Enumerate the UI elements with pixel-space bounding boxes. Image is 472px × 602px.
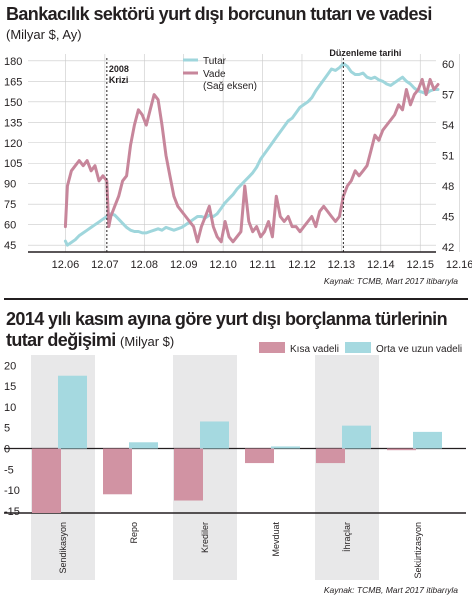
chart2-axis: 20 15 10 5 0 -5 -10 -15 xyxy=(4,360,466,518)
chart1-x-axis: 12.06 12.07 12.08 12.09 12.10 12.11 12.12 12.13… xyxy=(28,251,472,271)
y-tick-label: -10 xyxy=(4,485,20,497)
chart2-bar-chart: 20 15 10 5 0 -5 -10 -15 Sendikasyon Repo Krediler… xyxy=(4,342,466,580)
y-right-tick-label: 57 xyxy=(442,90,454,102)
chart1-source: Kaynak: TCMB, Mart 2017 itibarıyla xyxy=(323,276,458,286)
y-left-tick-label: 45 xyxy=(4,240,16,252)
category-label: Mevduat xyxy=(271,522,281,557)
chart1-left-axis: 45 60 75 90 105 120 135 150 165 180 xyxy=(4,56,22,252)
y-left-tick-label: 105 xyxy=(4,158,22,170)
y-right-tick-label: 42 xyxy=(442,242,454,254)
x-tick-label: 12.16 xyxy=(446,259,472,271)
bar-kisa-4 xyxy=(316,448,345,464)
bar-kisa-5 xyxy=(387,448,416,451)
x-tick-label: 12.08 xyxy=(131,259,159,271)
y-left-tick-label: 120 xyxy=(4,138,22,150)
y-tick-label: 0 xyxy=(4,444,10,456)
bar-kisa-2 xyxy=(174,448,203,501)
bar-orta-0 xyxy=(58,375,87,449)
series-line-tutar xyxy=(63,62,440,247)
category-band xyxy=(315,355,379,580)
y-tick-label: 10 xyxy=(4,402,16,414)
y-tick-label: -15 xyxy=(4,506,20,518)
bar-orta-2 xyxy=(200,421,229,449)
chart1-legend: Tutar Vade(Sağ eksen) xyxy=(183,56,257,92)
x-tick-label: 12.07 xyxy=(91,259,119,271)
bar-orta-5 xyxy=(413,431,442,449)
category-label: Krediler xyxy=(200,522,210,553)
chart1-series-lines xyxy=(63,62,440,247)
y-right-tick-label: 48 xyxy=(442,181,454,193)
chart2-bars xyxy=(32,375,442,513)
chart1-line-chart: 45 60 75 90 105 120 135 150 165 180 42 45 48 51 54 57 6… xyxy=(4,48,472,271)
x-tick-label: 12.15 xyxy=(406,259,434,271)
chart2-unit: (Milyar $) xyxy=(120,334,175,349)
category-label: Sendikasyon xyxy=(58,522,68,574)
chart1-title: Bankacılık sektörü yurt dışı borcunun tu… xyxy=(6,4,432,24)
y-left-tick-label: 135 xyxy=(4,117,22,129)
bar-orta-3 xyxy=(271,446,300,449)
y-left-tick-label: 165 xyxy=(4,76,22,88)
y-left-tick-label: 180 xyxy=(4,56,22,68)
bar-kisa-0 xyxy=(32,448,61,513)
x-tick-label: 12.12 xyxy=(288,259,316,271)
chart2-title-text: tutar değişimi xyxy=(6,330,116,350)
y-left-tick-label: 90 xyxy=(4,179,16,191)
y-left-tick-label: 150 xyxy=(4,97,22,109)
legend-vade-axis-note: (Sağ eksen) xyxy=(203,81,257,92)
category-label: Repo xyxy=(129,522,139,544)
bar-kisa-3 xyxy=(245,448,274,464)
chart2-legend: Kısa vadeli Orta ve uzun vadeli xyxy=(259,342,462,355)
crisis-year-label: 2008 xyxy=(109,64,129,74)
x-tick-label: 12.11 xyxy=(249,259,276,271)
section-divider xyxy=(4,298,468,300)
regulation-date-label: Düzenleme tarihi xyxy=(329,48,401,58)
y-right-tick-label: 54 xyxy=(442,120,454,132)
series-line-vade xyxy=(63,77,440,244)
bar-orta-1 xyxy=(129,442,158,449)
crisis-label: Krizi xyxy=(109,75,129,85)
chart1-right-axis: 42 45 48 51 54 57 60 xyxy=(442,59,454,254)
legend-kisa-label: Kısa vadeli xyxy=(290,344,339,355)
y-right-tick-label: 60 xyxy=(442,59,454,71)
y-left-tick-label: 60 xyxy=(4,220,16,232)
category-label: İhraçlar xyxy=(342,522,352,552)
legend-tutar-label: Tutar xyxy=(203,56,227,67)
y-right-tick-label: 45 xyxy=(442,211,454,223)
bar-orta-4 xyxy=(342,425,371,449)
legend-orta-swatch xyxy=(345,342,371,353)
chart2-category-labels: Sendikasyon Repo Krediler Mevduat İhraçlar Se… xyxy=(58,522,423,579)
chart2-title-line2: tutar değişimi (Milyar $) xyxy=(6,330,174,351)
bar-kisa-1 xyxy=(103,448,132,495)
y-tick-label: -5 xyxy=(4,464,14,476)
y-right-tick-label: 51 xyxy=(442,151,454,163)
y-tick-label: 20 xyxy=(4,360,16,372)
legend-orta-label: Orta ve uzun vadeli xyxy=(376,344,462,355)
x-tick-label: 12.13 xyxy=(328,259,356,271)
x-tick-label: 12.10 xyxy=(209,259,237,271)
legend-vade-label: Vade xyxy=(203,69,226,80)
x-tick-label: 12.14 xyxy=(367,259,395,271)
chart2-title-line1: 2014 yılı kasım ayına göre yurt dışı bor… xyxy=(6,309,448,329)
x-tick-label: 12.06 xyxy=(52,259,80,271)
y-tick-label: 5 xyxy=(4,423,10,435)
category-label: Sekürtizasyon xyxy=(413,522,423,579)
y-tick-label: 15 xyxy=(4,381,16,393)
legend-kisa-swatch xyxy=(259,342,285,353)
y-left-tick-label: 75 xyxy=(4,199,16,211)
chart2-source: Kaynak: TCMB, Mart 2017 itibarıyla xyxy=(323,585,458,595)
chart1-subtitle: (Milyar $, Ay) xyxy=(6,27,82,42)
x-tick-label: 12.09 xyxy=(170,259,198,271)
